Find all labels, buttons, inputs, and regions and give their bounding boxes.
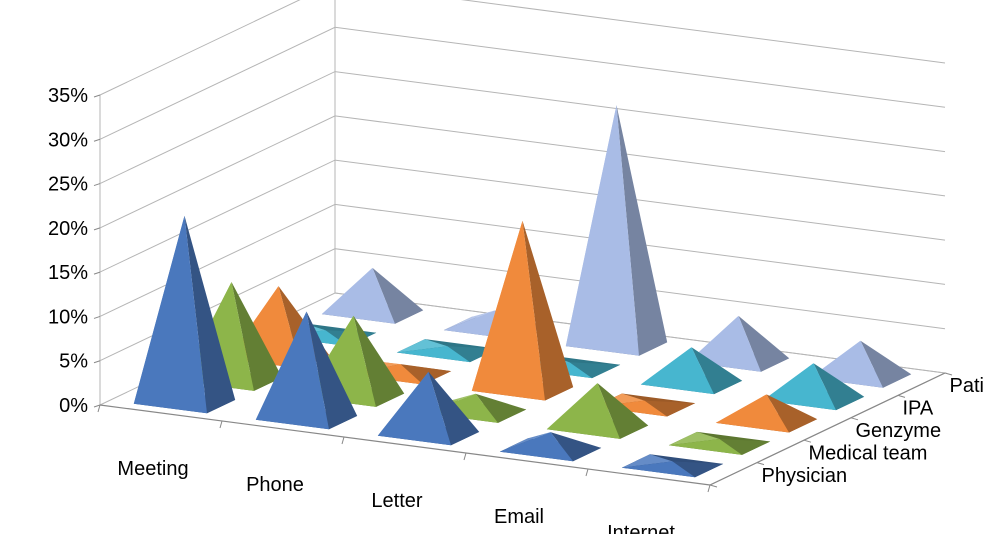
pyramid-physician-email [500,432,601,461]
y-tick-label: 20% [48,218,88,240]
pyramid-physician-internet [622,454,723,477]
y-tick [94,361,100,363]
pyramid-patient-group-meeting [322,268,423,324]
series-label: Genzyme [856,420,942,442]
series-label: IPA [903,398,934,420]
x-tick [220,421,222,428]
gridline [100,72,945,184]
y-tick-label: 35% [48,85,88,107]
y-tick [94,272,100,274]
gridline [100,116,945,228]
series-label: Physician [762,465,848,487]
pyramid-series [134,105,911,477]
y-tick [94,95,100,97]
pyramid-patient-group-letter [566,105,667,356]
x-tick [342,437,344,444]
x-tick-label: Meeting [117,458,188,480]
depth-tick [710,485,717,487]
y-tick-label: 10% [48,306,88,328]
y-tick-label: 5% [59,351,88,373]
pyramid-medical-team-internet [669,432,770,455]
y-tick [94,139,100,141]
x-tick-label: Phone [246,474,304,496]
x-tick-label: Internet [607,522,675,534]
x-tick [464,453,466,460]
y-tick-label: 0% [59,395,88,417]
x-tick-label: Letter [371,490,422,512]
y-tick-label: 15% [48,262,88,284]
x-tick [708,485,710,492]
gridline [100,27,945,139]
y-tick [94,228,100,230]
pyramid-genzyme-letter [472,221,573,401]
y-axis: 0% 5% 10% 15% 20% 25% 30% 35% [48,85,100,417]
y-tick [94,316,100,318]
gridline [100,0,945,95]
y-tick-label: 30% [48,129,88,151]
y-tick-label: 25% [48,174,88,196]
x-tick-label: Email [494,506,544,528]
x-tick [586,469,588,476]
series-label: Patient group [950,375,983,397]
series-label: Medical team [809,442,928,464]
y-tick [94,184,100,186]
